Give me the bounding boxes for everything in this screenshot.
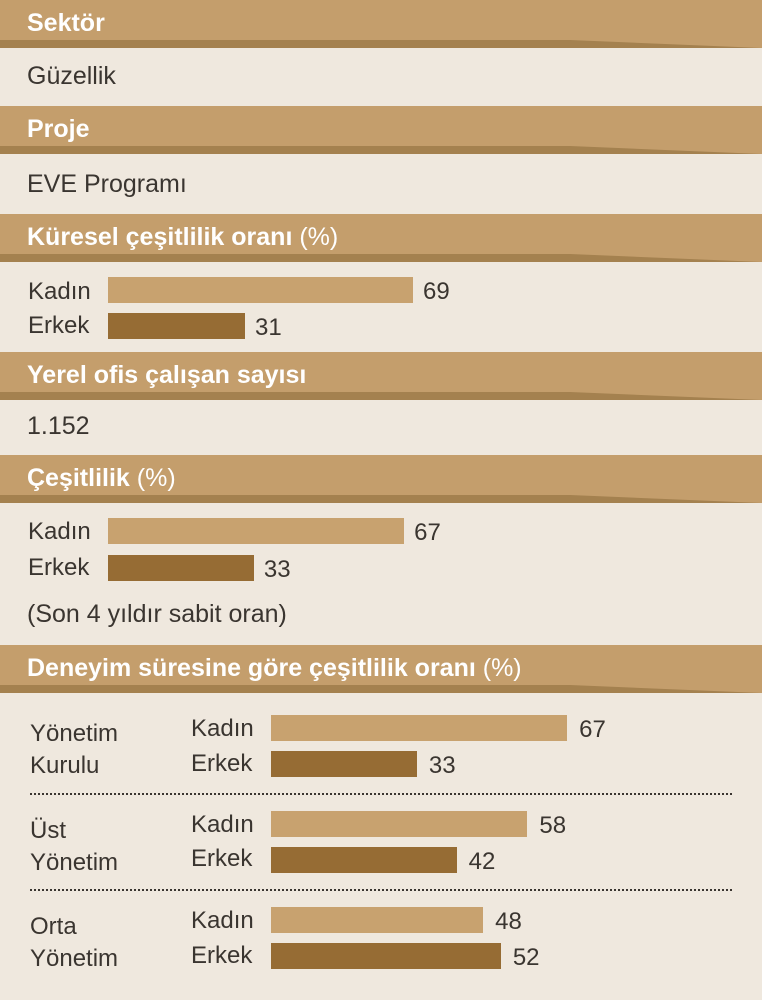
section-header-kuresel: Küresel çeşitlilik oranı (%) — [0, 214, 762, 262]
group-label-line2: Yönetim — [30, 849, 119, 876]
group-label-line2: Yönetim — [30, 945, 119, 972]
group-divider — [30, 793, 732, 795]
bar-kadin — [108, 277, 413, 303]
bar-value-erkek: 31 — [255, 314, 282, 341]
bar-kadin — [271, 715, 568, 741]
group-label-line1: Yönetim — [30, 720, 119, 747]
section-title-text: Deneyim süresine göre çeşitlilik oranı — [27, 654, 476, 682]
local-employee-count: 1.152 — [27, 412, 90, 440]
bar-value-kadin: 48 — [495, 908, 522, 935]
bar-value-erkek: 33 — [263, 556, 291, 583]
bar-value-erkek: 42 — [468, 848, 496, 875]
bar-value-kadin: 69 — [422, 278, 450, 305]
header-shadow-band — [0, 254, 762, 262]
bar-kadin — [108, 518, 405, 544]
bar-label-erkek: Erkek — [191, 942, 253, 969]
section-title-text: Çeşitlilik — [27, 464, 130, 492]
bar-label-erkek: Erkek — [191, 845, 253, 872]
section-title: Yerel ofis çalışan sayısı — [27, 361, 307, 389]
bar-label-kadin: Kadın — [28, 518, 91, 545]
section-header-yerel: Yerel ofis çalışan sayısı — [0, 352, 762, 400]
bar-erkek — [271, 847, 457, 873]
diversity-note: (Son 4 yıldır sabit oran) — [27, 600, 287, 628]
sector-value: Güzellik — [27, 62, 116, 90]
header-shadow-band — [0, 392, 762, 400]
project-value: EVE Programı — [27, 170, 187, 198]
bar-erkek — [108, 555, 254, 581]
bar-label-kadin: Kadın — [191, 811, 254, 838]
bar-value-kadin: 67 — [414, 519, 441, 546]
group-label-yonetim-kurulu: Yönetim Kurulu — [30, 718, 118, 782]
bar-value-erkek: 52 — [512, 944, 540, 971]
section-header-deneyim: Deneyim süresine göre çeşitlilik oranı (… — [0, 645, 762, 693]
bar-erkek — [271, 751, 417, 777]
section-header-proje: Proje — [0, 106, 762, 154]
header-shadow-band — [0, 40, 762, 48]
section-title-text: Küresel çeşitlilik oranı — [27, 223, 293, 251]
bar-kadin — [271, 811, 528, 837]
group-divider — [30, 889, 732, 891]
bar-label-erkek: Erkek — [28, 554, 90, 581]
section-header-sektor: Sektör — [0, 0, 762, 48]
bar-kadin — [271, 907, 484, 933]
group-label-ust-yonetim: Üst Yönetim — [30, 815, 118, 879]
bar-label-erkek: Erkek — [191, 750, 253, 777]
header-shadow-band — [0, 495, 762, 503]
section-title-unit: (%) — [299, 223, 339, 251]
bar-label-kadin: Kadın — [191, 715, 254, 742]
header-shadow-band — [0, 146, 762, 154]
bar-value-erkek: 33 — [428, 752, 456, 779]
bar-erkek — [271, 943, 501, 969]
section-title: Çeşitlilik (%) — [27, 464, 176, 493]
group-label-line1: Üst — [30, 817, 66, 844]
section-header-cesitlilik: Çeşitlilik (%) — [0, 455, 762, 503]
section-title: Deneyim süresine göre çeşitlilik oranı (… — [27, 654, 522, 683]
group-label-line2: Kurulu — [30, 752, 100, 779]
section-title: Proje — [27, 115, 90, 143]
section-title: Sektör — [27, 9, 105, 37]
bar-label-kadin: Kadın — [191, 907, 254, 934]
group-label-orta-yonetim: Orta Yönetim — [30, 911, 118, 975]
section-title-unit: (%) — [136, 464, 176, 492]
bar-value-kadin: 67 — [579, 716, 606, 743]
header-shadow-band — [0, 685, 762, 693]
bar-value-kadin: 58 — [539, 812, 567, 839]
bar-label-erkek: Erkek — [28, 312, 90, 339]
bar-label-kadin: Kadın — [28, 278, 91, 305]
bar-erkek — [108, 313, 246, 339]
section-title: Küresel çeşitlilik oranı (%) — [27, 223, 338, 252]
group-label-line1: Orta — [30, 913, 77, 940]
section-title-unit: (%) — [482, 654, 522, 682]
